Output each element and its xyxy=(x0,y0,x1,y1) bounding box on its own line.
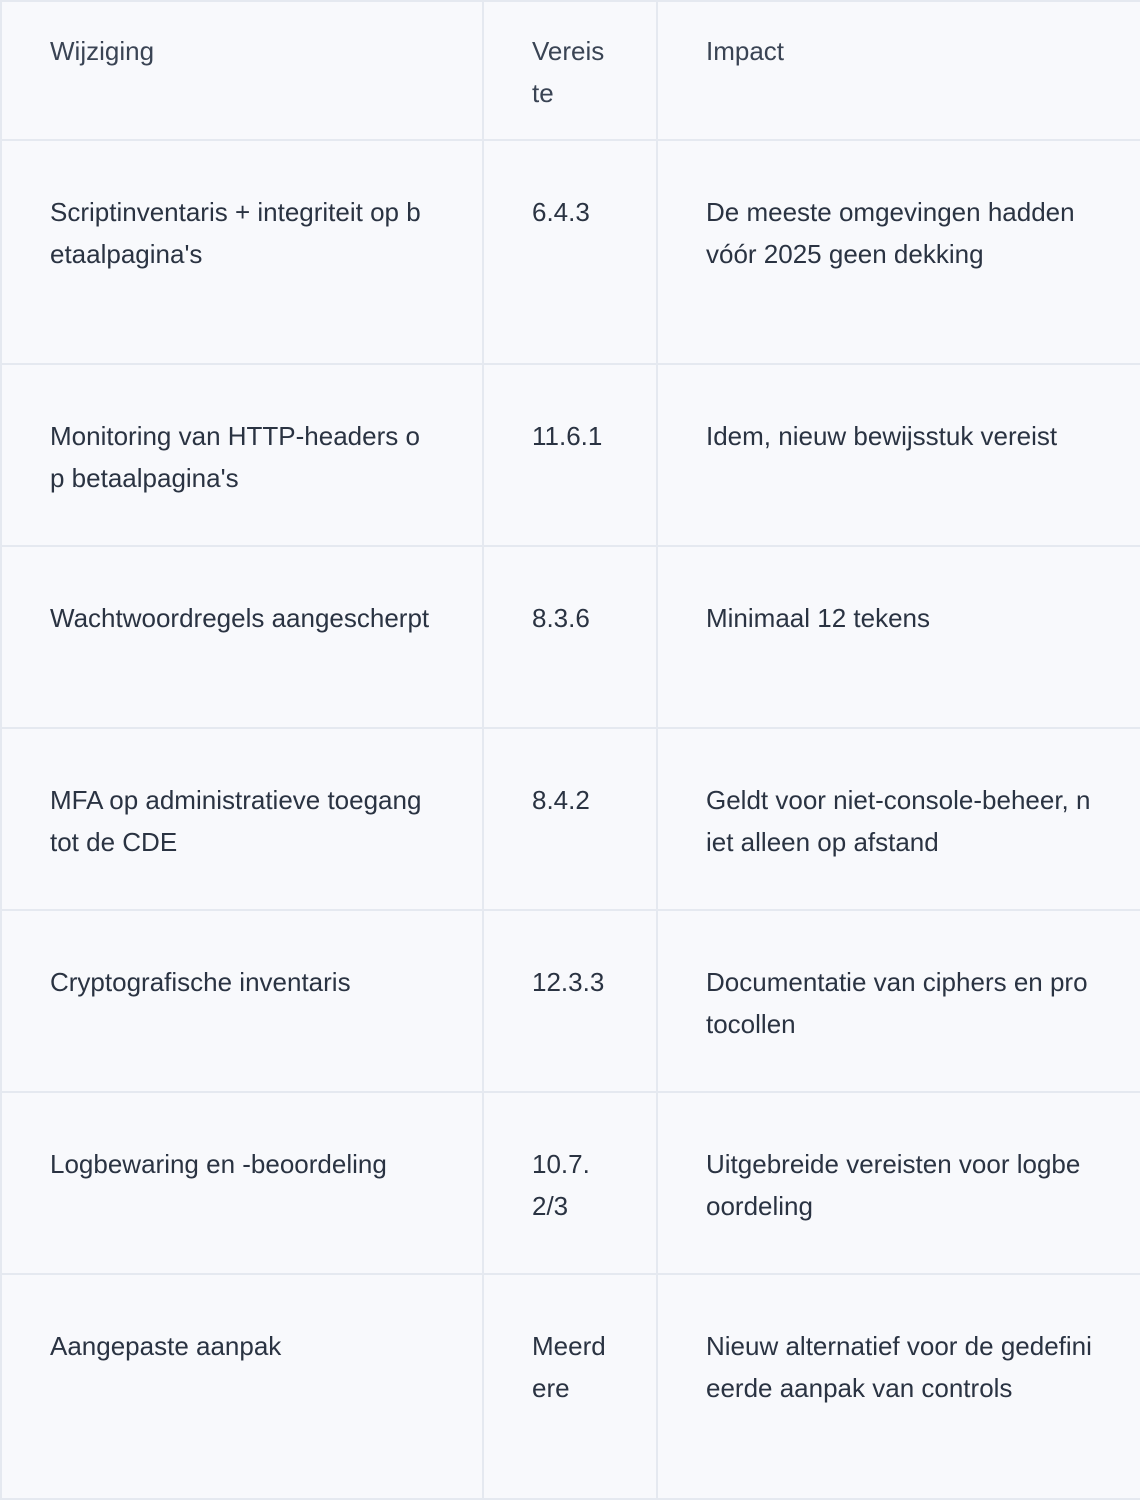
table-row: Logbewaring en -beoordeling 10.7.2/3 Uit… xyxy=(0,1091,1140,1275)
cell-change: Wachtwoordregels aangescherpt xyxy=(0,545,484,729)
cell-requirement: 12.3.3 xyxy=(482,909,658,1093)
cell-requirement: 6.4.3 xyxy=(482,139,658,365)
table-row: Aangepaste aanpak Meerdere Nieuw alterna… xyxy=(0,1273,1140,1500)
table-row: Monitoring van HTTP-headers op betaalpag… xyxy=(0,363,1140,547)
header-row: Wijziging Vereiste Impact xyxy=(0,0,1140,141)
cell-impact: Geldt voor niet-console-beheer, niet all… xyxy=(656,727,1140,911)
cell-change: MFA op administratieve toegang tot de CD… xyxy=(0,727,484,911)
cell-requirement: 8.3.6 xyxy=(482,545,658,729)
cell-impact: Minimaal 12 tekens xyxy=(656,545,1140,729)
cell-requirement: 11.6.1 xyxy=(482,363,658,547)
cell-change: Cryptografische inventaris xyxy=(0,909,484,1093)
column-header-requirement: Vereiste xyxy=(482,0,658,141)
cell-requirement: Meerdere xyxy=(482,1273,658,1500)
table-row: MFA op administratieve toegang tot de CD… xyxy=(0,727,1140,911)
cell-impact: Idem, nieuw bewijsstuk vereist xyxy=(656,363,1140,547)
cell-change: Logbewaring en -beoordeling xyxy=(0,1091,484,1275)
table-row: Scriptinventaris + integriteit op betaal… xyxy=(0,139,1140,365)
cell-change: Aangepaste aanpak xyxy=(0,1273,484,1500)
cell-change: Monitoring van HTTP-headers op betaalpag… xyxy=(0,363,484,547)
column-header-impact: Impact xyxy=(656,0,1140,141)
column-header-change: Wijziging xyxy=(0,0,484,141)
cell-impact: Nieuw alternatief voor de gedefinieerde … xyxy=(656,1273,1140,1500)
cell-impact: Documentatie van ciphers en protocollen xyxy=(656,909,1140,1093)
cell-impact: Uitgebreide vereisten voor logbeoordelin… xyxy=(656,1091,1140,1275)
cell-requirement: 10.7.2/3 xyxy=(482,1091,658,1275)
table-row: Cryptografische inventaris 12.3.3 Docume… xyxy=(0,909,1140,1093)
cell-impact: De meeste omgevingen hadden vóór 2025 ge… xyxy=(656,139,1140,365)
cell-requirement: 8.4.2 xyxy=(482,727,658,911)
table-row: Wachtwoordregels aangescherpt 8.3.6 Mini… xyxy=(0,545,1140,729)
cell-change: Scriptinventaris + integriteit op betaal… xyxy=(0,139,484,365)
